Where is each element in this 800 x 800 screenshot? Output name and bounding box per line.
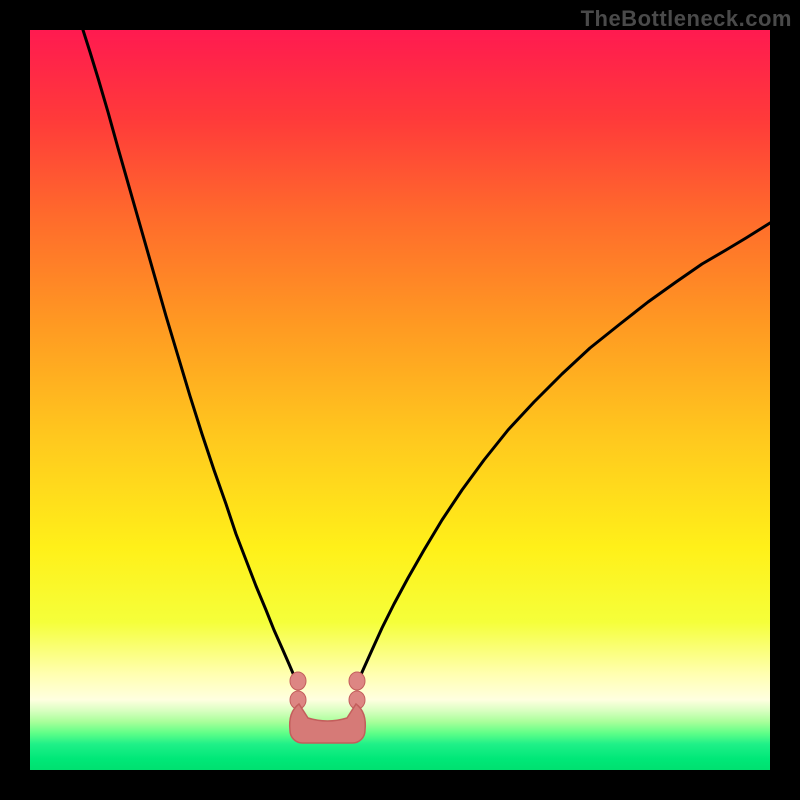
chart-root: TheBottleneck.com bbox=[0, 0, 800, 800]
watermark-text: TheBottleneck.com bbox=[581, 6, 792, 32]
plot-svg bbox=[30, 30, 770, 770]
